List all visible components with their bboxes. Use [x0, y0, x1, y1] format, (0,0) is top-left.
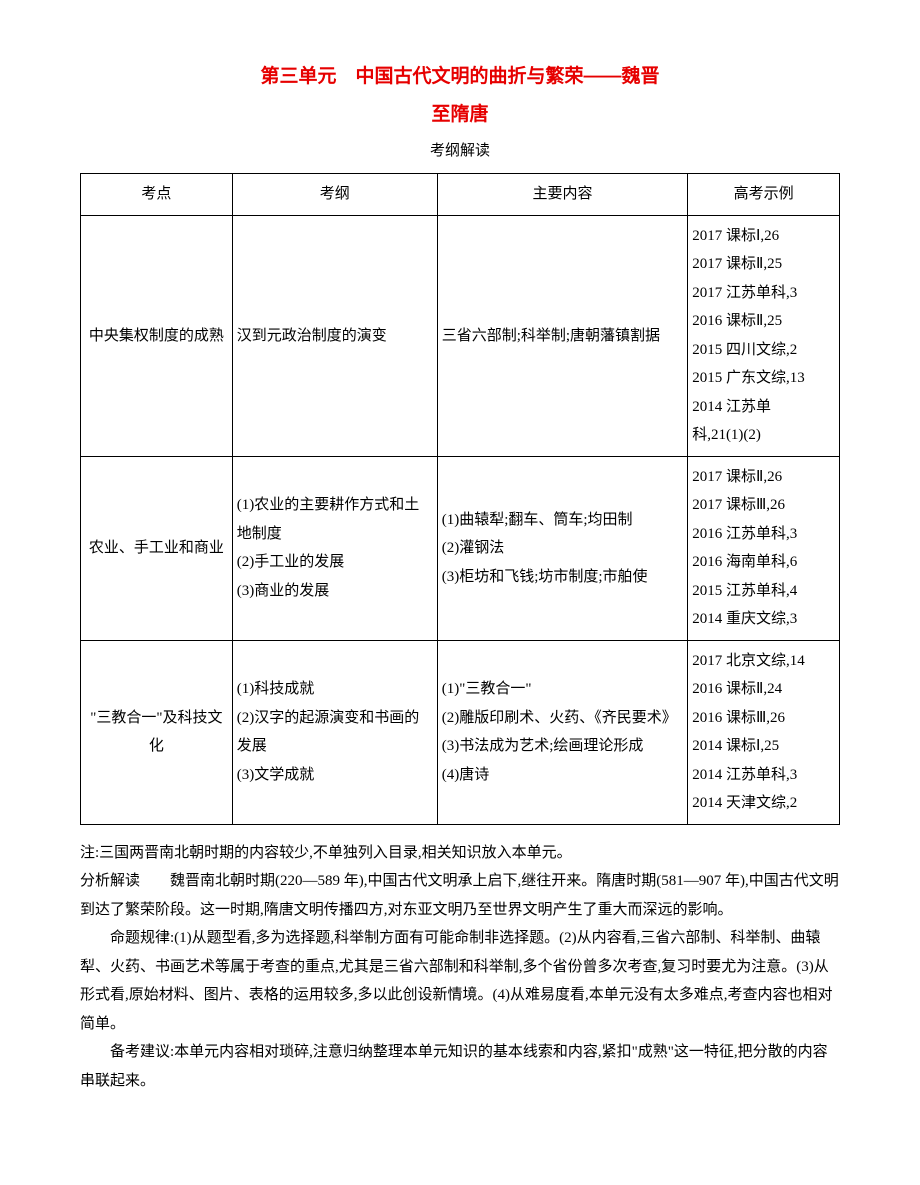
header-c4: 高考示例 — [688, 174, 840, 216]
cell-r2c1: "三教合一"及科技文化 — [81, 640, 233, 824]
analysis-p2: 命题规律:(1)从题型看,多为选择题,科举制方面有可能命制非选择题。(2)从内容… — [80, 924, 840, 1038]
cell-r2c4: 2017 北京文综,14 2016 课标Ⅱ,24 2016 课标Ⅲ,26 201… — [688, 640, 840, 824]
cell-r0c1: 中央集权制度的成熟 — [81, 215, 233, 456]
unit-title-line1: 第三单元 中国古代文明的曲折与繁荣——魏晋 — [80, 60, 840, 94]
header-c1: 考点 — [81, 174, 233, 216]
header-c3: 主要内容 — [437, 174, 687, 216]
table-row: "三教合一"及科技文化 (1)科技成就 (2)汉字的起源演变和书画的发展 (3)… — [81, 640, 840, 824]
table-row: 中央集权制度的成熟 汉到元政治制度的演变 三省六部制;科举制;唐朝藩镇割据 20… — [81, 215, 840, 456]
cell-r1c1: 农业、手工业和商业 — [81, 456, 233, 640]
cell-r0c2: 汉到元政治制度的演变 — [232, 215, 437, 456]
cell-r1c4: 2017 课标Ⅱ,26 2017 课标Ⅲ,26 2016 江苏单科,3 2016… — [688, 456, 840, 640]
header-c2: 考纲 — [232, 174, 437, 216]
cell-r0c3: 三省六部制;科举制;唐朝藩镇割据 — [437, 215, 687, 456]
table-row: 农业、手工业和商业 (1)农业的主要耕作方式和土地制度 (2)手工业的发展 (3… — [81, 456, 840, 640]
section-label: 考纲解读 — [80, 138, 840, 165]
cell-r0c4: 2017 课标Ⅰ,26 2017 课标Ⅱ,25 2017 江苏单科,3 2016… — [688, 215, 840, 456]
unit-title-line2: 至隋唐 — [80, 98, 840, 132]
cell-r1c3: (1)曲辕犁;翻车、筒车;均田制 (2)灌钢法 (3)柜坊和飞钱;坊市制度;市舶… — [437, 456, 687, 640]
note-text: 注:三国两晋南北朝时期的内容较少,不单独列入目录,相关知识放入本单元。 — [80, 839, 840, 868]
table-header-row: 考点 考纲 主要内容 高考示例 — [81, 174, 840, 216]
cell-r1c2: (1)农业的主要耕作方式和土地制度 (2)手工业的发展 (3)商业的发展 — [232, 456, 437, 640]
analysis-p1: 分析解读 魏晋南北朝时期(220—589 年),中国古代文明承上启下,继往开来。… — [80, 867, 840, 924]
syllabus-table: 考点 考纲 主要内容 高考示例 中央集权制度的成熟 汉到元政治制度的演变 三省六… — [80, 173, 840, 825]
analysis-p3: 备考建议:本单元内容相对琐碎,注意归纳整理本单元知识的基本线索和内容,紧扣"成熟… — [80, 1038, 840, 1095]
cell-r2c2: (1)科技成就 (2)汉字的起源演变和书画的发展 (3)文学成就 — [232, 640, 437, 824]
cell-r2c3: (1)"三教合一" (2)雕版印刷术、火药、《齐民要术》 (3)书法成为艺术;绘… — [437, 640, 687, 824]
